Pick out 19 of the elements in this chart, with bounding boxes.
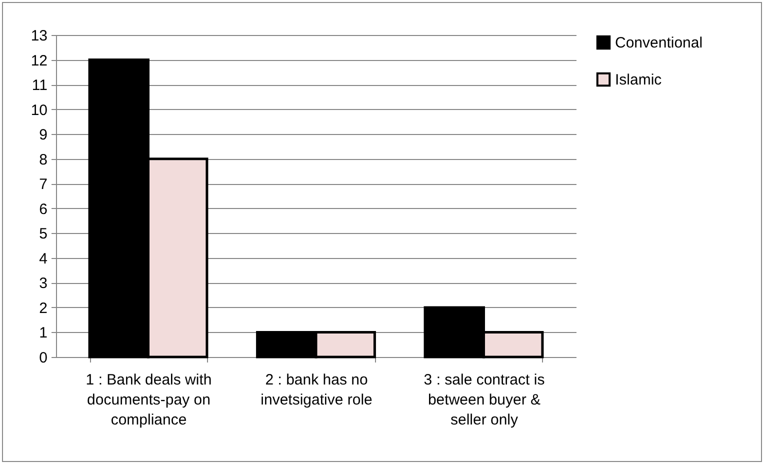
legend-label: Islamic: [615, 72, 662, 88]
y-tick-label: 2: [39, 300, 48, 317]
y-tick-label: 11: [32, 77, 48, 94]
legend-label: Conventional: [615, 34, 703, 52]
y-tick-label: 7: [39, 176, 48, 194]
y-tick-label: 9: [39, 126, 48, 144]
y-tick-label: 5: [39, 226, 48, 243]
y-tick-label: 0: [39, 350, 48, 366]
x-tick-label: 3 : sale contract is between buyer & seller only: [424, 372, 545, 428]
x-tick-label: 1 : Bank deals with documents-pay on compliance: [86, 372, 212, 428]
y-tick-label: 3: [39, 275, 48, 292]
y-tick-label: 6: [39, 200, 48, 218]
x-tick-label: 2 : bank has no invetsigative role: [260, 372, 372, 408]
y-tick-label: 1: [39, 324, 48, 342]
y-tick-label: 12: [30, 52, 48, 70]
y-tick-label: 4: [39, 250, 48, 268]
y-tick-label: 10: [30, 102, 48, 119]
y-tick-label: 8: [39, 151, 48, 168]
y-tick-label: 13: [30, 28, 48, 44]
